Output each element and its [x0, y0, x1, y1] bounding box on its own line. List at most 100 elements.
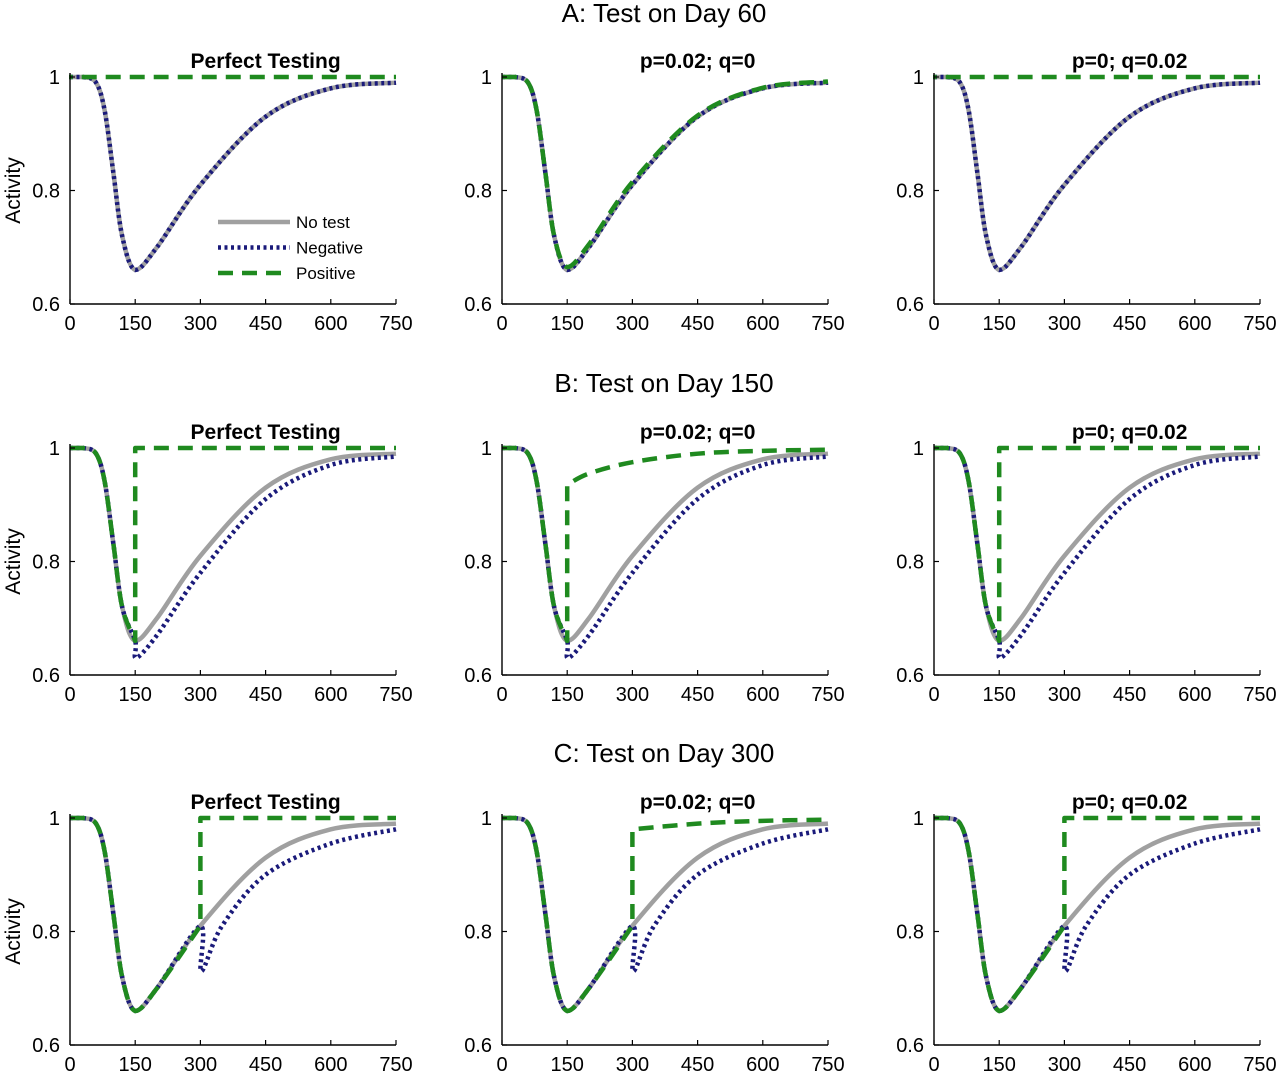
- y-tick-label: 1: [913, 67, 924, 89]
- x-tick-label: 150: [983, 313, 1016, 335]
- series-negative: [933, 74, 1261, 273]
- x-tick-label: 0: [928, 684, 939, 706]
- series-group: [501, 74, 829, 273]
- x-tick-label: 450: [249, 684, 282, 706]
- x-tick-label: 300: [616, 1054, 649, 1076]
- x-tick-label: 750: [379, 1054, 412, 1076]
- series-negative: [934, 445, 1261, 661]
- x-tick-label: 600: [746, 1054, 779, 1076]
- series-negative: [502, 445, 829, 661]
- series-positive: [70, 445, 396, 644]
- y-tick-label: 0.8: [896, 181, 924, 203]
- x-tick-label: 0: [496, 684, 507, 706]
- y-tick-label: 0.6: [896, 1035, 924, 1057]
- y-tick-label: 0.6: [32, 665, 60, 687]
- y-tick-label: 0.8: [896, 552, 924, 574]
- legend-item-positive: Positive: [218, 264, 356, 283]
- legend-item-no-test: No test: [218, 213, 350, 232]
- x-tick-label: 450: [681, 684, 714, 706]
- panel-title: Perfect Testing: [191, 50, 341, 73]
- y-axis-label: Activity: [2, 898, 25, 965]
- x-tick-label: 600: [1178, 684, 1211, 706]
- x-tick-label: 300: [1048, 313, 1081, 335]
- legend-label: Positive: [296, 264, 356, 283]
- series-group: [70, 445, 397, 661]
- series-negative: [934, 815, 1261, 1014]
- series-group: [502, 445, 829, 661]
- x-tick-label: 150: [983, 684, 1016, 706]
- x-tick-label: 600: [1178, 313, 1211, 335]
- legend-item-negative: Negative: [218, 239, 363, 258]
- x-tick-label: 750: [1243, 313, 1276, 335]
- y-tick-label: 0.8: [32, 552, 60, 574]
- y-tick-label: 0.8: [32, 922, 60, 944]
- x-tick-label: 150: [119, 684, 152, 706]
- panel-title: p=0; q=0.02: [1072, 50, 1188, 73]
- panel-title: Perfect Testing: [191, 421, 341, 444]
- x-tick-label: 450: [249, 1054, 282, 1076]
- y-tick-label: 1: [481, 808, 492, 830]
- y-tick-label: 1: [481, 438, 492, 460]
- panels-layer: 0 150 300 450 600 750 0.6 0.8 1 Perfect Testing Ac…: [2, 50, 1277, 1085]
- series-group: [933, 74, 1261, 273]
- x-tick-label: 750: [1243, 684, 1276, 706]
- y-tick-label: 0.6: [896, 294, 924, 316]
- panel-title: p=0; q=0.02: [1072, 421, 1188, 444]
- x-tick-label: 0: [64, 684, 75, 706]
- panel-2-0: 0 150 300 450 600 750 0.6 0.8 1 Perfect Testing Ac…: [2, 791, 413, 1085]
- y-axis-label: Activity: [2, 528, 25, 595]
- x-tick-label: 150: [551, 1054, 584, 1076]
- row-title-c: C: Test on Day 300: [554, 738, 775, 768]
- y-tick-label: 0.6: [32, 294, 60, 316]
- series-group: [502, 815, 829, 1014]
- series-group: [934, 815, 1261, 1014]
- series-no-test: [502, 815, 829, 1014]
- x-tick-label: 450: [1113, 1054, 1146, 1076]
- x-tick-label: 600: [746, 313, 779, 335]
- x-tick-label: 0: [928, 313, 939, 335]
- x-tick-label: 450: [1113, 313, 1146, 335]
- y-tick-label: 1: [49, 808, 60, 830]
- panel-title: Perfect Testing: [191, 791, 341, 814]
- y-tick-label: 0.8: [464, 922, 492, 944]
- x-tick-label: 0: [496, 313, 507, 335]
- y-tick-label: 0.6: [464, 1035, 492, 1057]
- series-no-test: [70, 445, 397, 644]
- x-tick-label: 0: [928, 1054, 939, 1076]
- panel-1-2: 0 150 300 450 600 750 0.6 0.8 1 p=0; q=0.02: [896, 421, 1277, 706]
- series-no-test: [934, 815, 1261, 1014]
- y-tick-label: 0.8: [464, 181, 492, 203]
- x-tick-label: 600: [314, 684, 347, 706]
- y-tick-label: 1: [49, 67, 60, 89]
- y-tick-label: 0.8: [896, 922, 924, 944]
- y-tick-label: 1: [913, 808, 924, 830]
- panel-title: p=0; q=0.02: [1072, 791, 1188, 814]
- series-negative: [501, 74, 829, 273]
- panel-1-1: 0 150 300 450 600 750 0.6 0.8 1 p=0.02; q=0: [464, 421, 845, 706]
- x-tick-label: 150: [551, 684, 584, 706]
- panel-title: p=0.02; q=0: [640, 791, 756, 814]
- y-tick-label: 1: [913, 438, 924, 460]
- panel-0-2: 0 150 300 450 600 750 0.6 0.8 1 p=0; q=0.02: [896, 50, 1277, 335]
- series-negative: [70, 445, 397, 661]
- x-tick-label: 750: [811, 313, 844, 335]
- x-tick-label: 750: [1243, 1054, 1276, 1076]
- y-tick-label: 1: [49, 438, 60, 460]
- y-tick-label: 1: [481, 67, 492, 89]
- x-tick-label: 300: [184, 684, 217, 706]
- series-no-test: [501, 74, 829, 273]
- series-no-test: [934, 445, 1261, 644]
- y-axis-label: Activity: [2, 157, 25, 224]
- x-tick-label: 750: [811, 1054, 844, 1076]
- x-tick-label: 150: [119, 313, 152, 335]
- panel-0-0: 0 150 300 450 600 750 0.6 0.8 1 Perfect Testing Ac…: [2, 50, 413, 335]
- x-tick-label: 300: [184, 1054, 217, 1076]
- series-positive: [934, 815, 1260, 1014]
- x-tick-label: 0: [64, 313, 75, 335]
- panel-title: p=0.02; q=0: [640, 421, 756, 444]
- x-tick-label: 300: [184, 313, 217, 335]
- series-no-test: [70, 815, 397, 1014]
- x-tick-label: 0: [496, 1054, 507, 1076]
